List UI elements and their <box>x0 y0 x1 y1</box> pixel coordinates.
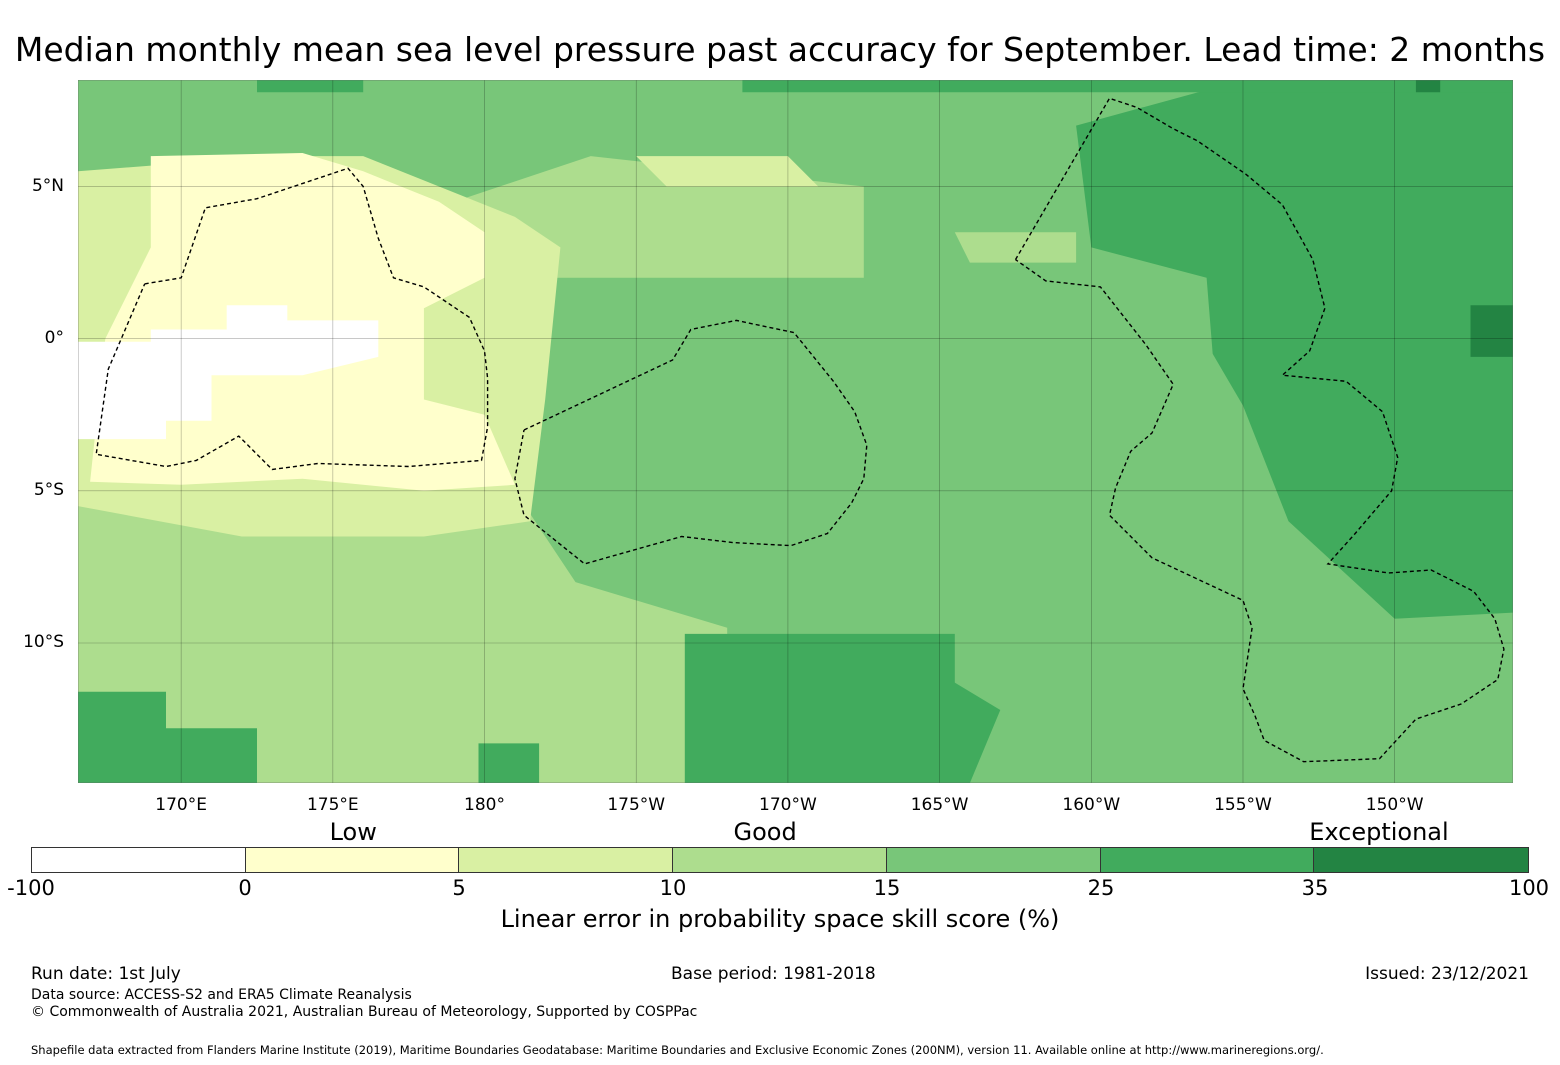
run-date: Run date: 1st July <box>31 964 181 984</box>
colorbar-label: Linear error in probability space skill … <box>500 905 1060 933</box>
issued-date: Issued: 23/12/2021 <box>1365 964 1529 984</box>
lon-label: 165°W <box>910 795 969 815</box>
colorbar-tick-label: 35 <box>1301 876 1329 900</box>
lon-label: 170°E <box>155 795 207 815</box>
skill-region-7 <box>1076 80 1513 619</box>
skill-regions <box>78 80 1513 783</box>
lon-label: 175°W <box>607 795 666 815</box>
category-exceptional: Exceptional <box>1309 818 1449 846</box>
colorbar-tick-label: 0 <box>238 876 252 900</box>
colorbar-segment <box>1100 848 1315 872</box>
colorbar-tick-label: 100 <box>1508 876 1550 900</box>
skill-region-8 <box>684 633 1001 783</box>
skill-map <box>78 80 1513 783</box>
colorbar <box>31 847 1529 873</box>
colorbar-segment <box>1314 848 1528 872</box>
lon-label: 155°W <box>1214 795 1272 815</box>
boundary-zone-center <box>514 319 868 565</box>
lon-label: 160°W <box>1062 795 1121 815</box>
lat-label: 10°S <box>23 632 64 652</box>
lat-label: 5°N <box>31 175 64 196</box>
skill-region-14 <box>1415 80 1441 93</box>
skill-region-11 <box>257 80 364 93</box>
skill-region-9 <box>78 691 257 783</box>
shapefile-credit: Shapefile data extracted from Flanders M… <box>31 1043 1324 1057</box>
skill-region-13 <box>1470 305 1513 357</box>
colorbar-tick-label: -100 <box>7 876 55 900</box>
gridlines <box>78 80 1513 783</box>
colorbar-segment <box>673 848 887 872</box>
boundary-zone-east <box>1014 97 1505 763</box>
colorbar-tick-label: 10 <box>659 876 687 900</box>
colorbar-segment <box>886 848 1101 872</box>
base-period: Base period: 1981-2018 <box>671 964 876 984</box>
chart-title: Median monthly mean sea level pressure p… <box>14 30 1546 69</box>
colorbar-tick-label: 25 <box>1087 876 1115 900</box>
lon-label: 170°W <box>759 795 817 815</box>
category-low: Low <box>329 818 377 846</box>
boundary-zone-west <box>95 167 489 471</box>
colorbar-segment <box>245 848 460 872</box>
lat-label: 0° <box>44 327 64 348</box>
lon-label: 175°E <box>306 795 359 815</box>
copyright: © Commonwealth of Australia 2021, Austra… <box>31 1004 698 1020</box>
colorbar-segment <box>459 848 674 872</box>
colorbar-segment <box>32 848 246 872</box>
skill-region-10 <box>478 743 540 783</box>
lon-label: 180° <box>464 795 505 815</box>
lon-label: 150°W <box>1365 795 1424 815</box>
skill-region-6 <box>78 305 379 440</box>
data-source: Data source: ACCESS-S2 and ERA5 Climate … <box>31 987 412 1003</box>
skill-region-2 <box>954 232 1077 263</box>
colorbar-tick-label: 15 <box>873 876 901 900</box>
lat-label: 5°S <box>33 479 64 500</box>
colorbar-tick-label: 5 <box>452 876 466 900</box>
skill-region-4 <box>636 156 819 187</box>
skill-region-12 <box>742 80 1513 93</box>
eez-boundaries <box>95 97 1505 763</box>
category-good: Good <box>733 818 797 846</box>
